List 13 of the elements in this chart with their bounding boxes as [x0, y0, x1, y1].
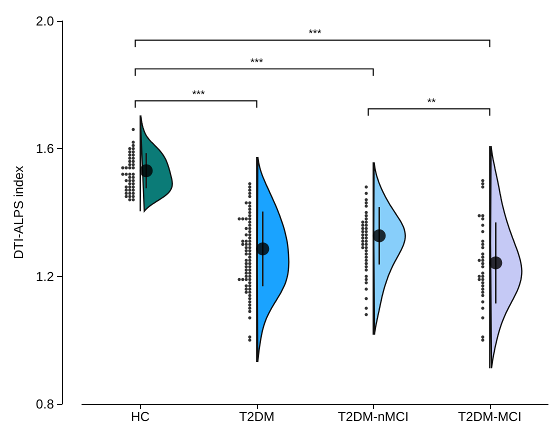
y-tick-label: 1.6 [36, 141, 54, 156]
x-tick-label: HC [130, 409, 150, 424]
x-tick-label: T2DM [239, 409, 274, 424]
annotation: *** [192, 88, 206, 101]
annotation: *** [250, 56, 264, 69]
x-tick-label: T2DM-MCI [458, 409, 522, 424]
y-axis-title: DTI-ALPS index [11, 165, 26, 260]
x-tick-label: T2DM-nMCI [338, 409, 409, 424]
annotation: ** [427, 96, 436, 109]
y-tick-label: 0.8 [36, 396, 54, 412]
y-tick-label: 1.2 [36, 268, 54, 284]
y-tick-label: 2.0 [36, 14, 54, 28]
annotation: *** [308, 28, 322, 40]
